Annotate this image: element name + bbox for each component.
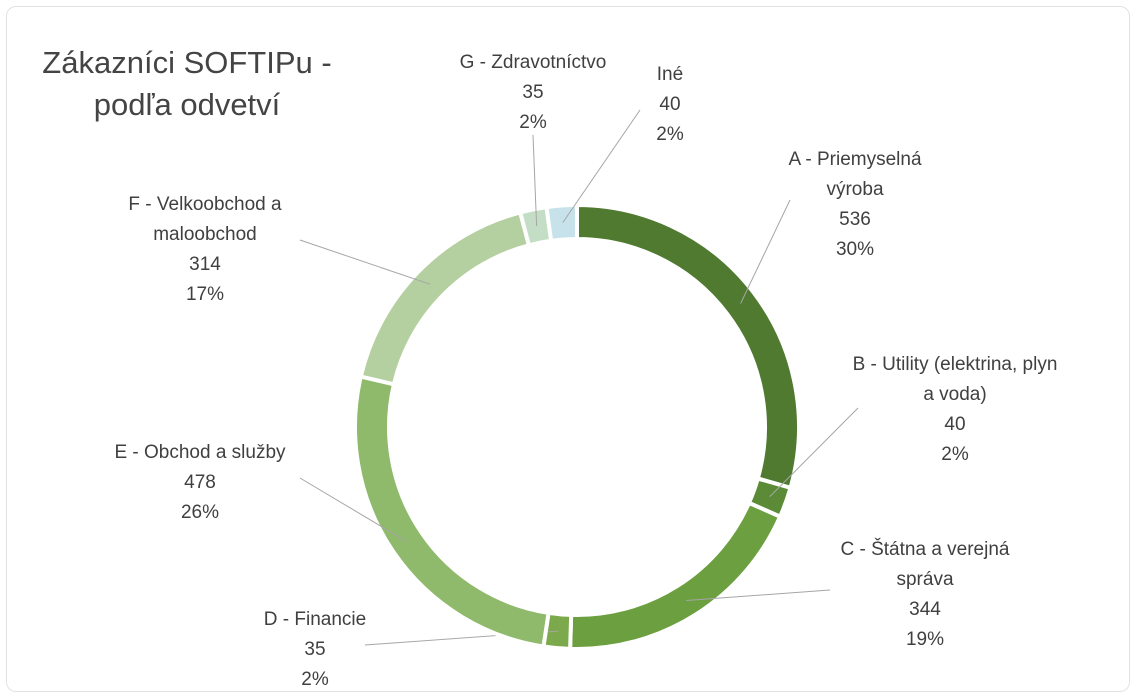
value-label: 314 (189, 254, 221, 275)
value-label: 35 (304, 639, 326, 660)
value-label: 35 (522, 82, 544, 103)
value-label: 40 (944, 414, 966, 435)
value-label: 478 (184, 472, 216, 493)
leader-line (740, 199, 791, 304)
percent-label: 2% (941, 444, 969, 465)
data-label: A - Priemyselná výroba 536 30% (770, 145, 940, 265)
donut-segment (544, 202, 579, 244)
value-label: 40 (659, 94, 681, 115)
leader-line (686, 589, 831, 601)
category-name: E - Obchod a služby (114, 442, 286, 463)
percent-label: 30% (835, 239, 875, 260)
percent-label: 26% (180, 502, 220, 523)
category-name: B - Utility (elektrina, plyn a voda) (852, 354, 1058, 405)
category-name: F - Velkoobchod a maloobchod (128, 194, 282, 245)
donut-segment (358, 209, 532, 387)
data-label: B - Utility (elektrina, plyn a voda) 40 2% (845, 350, 1065, 470)
category-name: D - Financie (263, 609, 367, 630)
chart-frame (6, 6, 1130, 692)
value-label: 536 (839, 209, 871, 230)
category-name: G - Zdravotníctvo (459, 52, 607, 73)
data-label: Iné 40 2% (630, 60, 710, 150)
leader-line (769, 407, 859, 497)
leader-line (562, 109, 641, 223)
chart-title: Zákazníci SOFTIPu - podľa odvetví (42, 45, 332, 122)
percent-label: 2% (301, 669, 329, 690)
leader-line (532, 134, 538, 227)
data-label: D - Financie 35 2% (240, 605, 390, 695)
donut-segment (575, 202, 801, 491)
leader-line (299, 477, 408, 543)
donut-segment (568, 500, 783, 651)
value-label: 344 (909, 599, 941, 620)
data-label: G - Zdravotníctvo 35 2% (428, 48, 638, 138)
percent-label: 19% (905, 629, 945, 650)
percent-label: 2% (519, 112, 547, 133)
leader-line (299, 239, 431, 285)
category-name: C - Štátna a verejná správa (840, 539, 1010, 590)
data-label: F - Velkoobchod a maloobchod 314 17% (105, 190, 305, 310)
category-name: A - Priemyselná výroba (788, 149, 922, 200)
percent-label: 2% (656, 124, 684, 145)
category-name: Iné (656, 64, 684, 85)
data-label: E - Obchod a služby 478 26% (70, 438, 330, 528)
data-label: C - Štátna a verejná správa 344 19% (820, 535, 1030, 655)
percent-label: 17% (185, 284, 225, 305)
